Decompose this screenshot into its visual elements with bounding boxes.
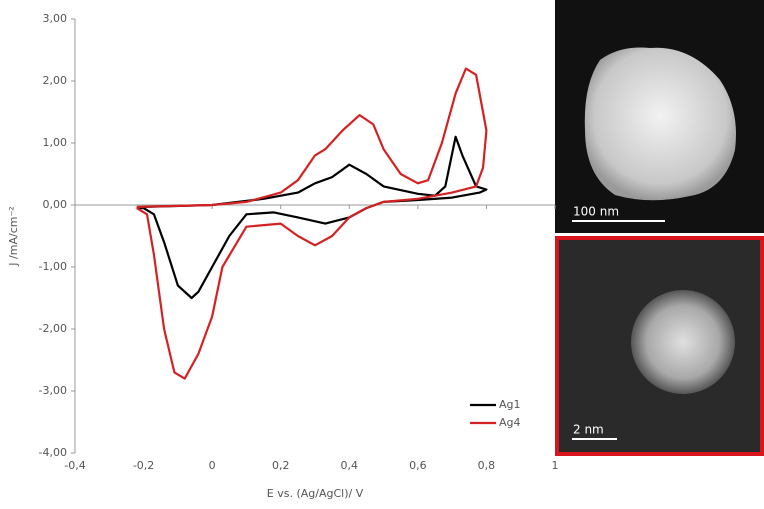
- particle: [631, 290, 735, 394]
- x-tick-label: 0,6: [409, 459, 427, 472]
- y-axis-title: J /mA/cm⁻²: [7, 206, 20, 266]
- tem-images: 100 nm 2 nm: [555, 0, 764, 454]
- x-tick-label: 0: [209, 459, 216, 472]
- x-tick-label: 0,4: [341, 459, 359, 472]
- legend-label: Ag4: [499, 416, 521, 429]
- page: 100 nm 2 nm J /mA/cm⁻² E vs. (Ag/AgCl)/ …: [0, 0, 764, 509]
- y-tick-label: -1,00: [39, 260, 67, 273]
- x-tick-label: 1: [552, 459, 559, 472]
- y-tick-label: 1,00: [43, 136, 68, 149]
- series-line: [137, 69, 487, 379]
- x-tick-label: 0,8: [478, 459, 496, 472]
- y-tick-label: -4,00: [39, 446, 67, 459]
- y-tick-label: 0,00: [43, 198, 68, 211]
- y-tick-label: -2,00: [39, 322, 67, 335]
- x-tick-label: 0,2: [272, 459, 290, 472]
- x-tick-label: -0,4: [64, 459, 85, 472]
- y-tick-label: 3,00: [43, 12, 68, 25]
- scale-label: 2 nm: [573, 423, 604, 437]
- y-tick-label: -3,00: [39, 384, 67, 397]
- x-tick-label: -0,2: [133, 459, 154, 472]
- x-axis-title: E vs. (Ag/AgCl)/ V: [267, 487, 364, 500]
- chart: 100 nm 2 nm J /mA/cm⁻² E vs. (Ag/AgCl)/ …: [0, 0, 764, 505]
- scale-label: 100 nm: [573, 205, 619, 219]
- legend-label: Ag1: [499, 398, 521, 411]
- y-tick-label: 2,00: [43, 74, 68, 87]
